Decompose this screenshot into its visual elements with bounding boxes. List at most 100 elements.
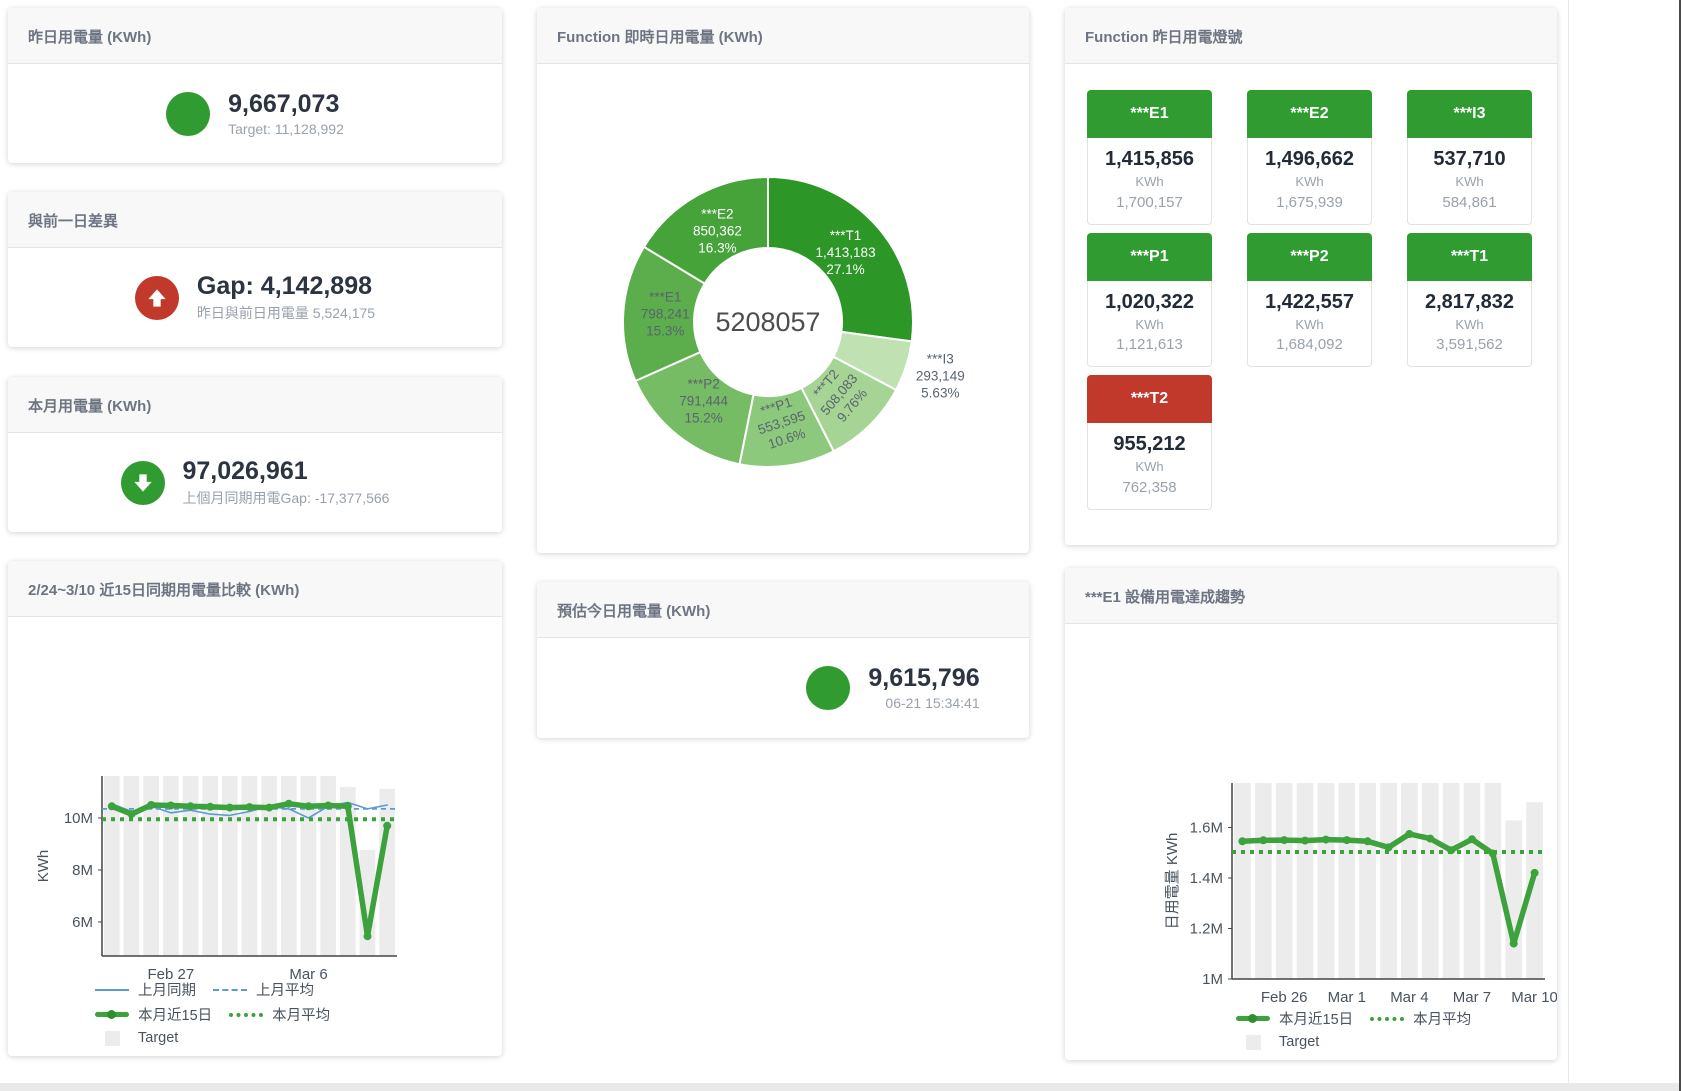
tile-unit: KWh — [1135, 316, 1164, 332]
tile-body: 955,212 KWh 762,358 — [1087, 423, 1212, 510]
tile-body: 1,020,322 KWh 1,121,613 — [1087, 280, 1212, 368]
series-point — [107, 802, 116, 811]
series-point — [324, 801, 333, 810]
compare-line-chart: 6M 8M 10M Feb 27 Mar 6 KWh — [35, 776, 397, 983]
target-bar — [104, 776, 120, 956]
e1-trend-chart: 1M 1.2M 1.4M 1.6M Feb 26 Mar 1 Mar 4 Mar 7 Mar 1… — [1164, 783, 1557, 1006]
light-tile-I3: ***I3 537,710 KWh 584,861 — [1407, 90, 1532, 225]
card-compare-chart: 2/24~3/10 近15日同期用電量比較 (KWh) 6M 8M 10M Feb 2… — [8, 561, 502, 1056]
gray-box-legend-marker-icon — [94, 1029, 130, 1047]
tile-body: 1,415,856 KWh 1,700,157 — [1087, 138, 1212, 225]
down-arrow-icon — [120, 460, 165, 505]
target-bar — [1234, 783, 1251, 979]
legend-label: 上月同期 — [138, 983, 196, 999]
solid-blue-legend-marker-icon — [94, 981, 130, 999]
target-bar — [1275, 783, 1293, 979]
series-point — [1468, 835, 1476, 844]
target-bar — [320, 776, 336, 956]
donut-slice — [642, 175, 769, 286]
card-month-usage: 本月用電量 (KWh) 97,026,961 上個月同期用電Gap: -17,3… — [8, 377, 502, 532]
card-day-gap-title: 與前一日差異 — [8, 192, 502, 248]
target-bar — [1463, 783, 1481, 979]
legend-label: Target — [138, 1030, 179, 1046]
gray-box-legend-marker-icon — [1235, 1033, 1271, 1051]
month-stat: 97,026,961 上個月同期用電Gap: -17,377,566 — [8, 433, 502, 532]
tile-body: 1,496,662 KWh 1,675,939 — [1247, 138, 1372, 225]
card-day-gap: 與前一日差異 Gap: 4,142,898 昨日與前日用電量 5,524,175 — [8, 192, 502, 347]
target-bar — [261, 776, 277, 956]
legend-item: 本月近15日 — [94, 1004, 212, 1025]
legend-item: 上月同期 — [94, 979, 196, 1000]
target-bar — [123, 776, 140, 956]
day-gap-stat: Gap: 4,142,898 昨日與前日用電量 5,524,175 — [8, 248, 502, 347]
month-value: 97,026,961 — [182, 456, 308, 485]
donut-slice-label: ***I3 293,149 5.63% — [916, 351, 965, 400]
series-point — [127, 810, 136, 819]
tile-target-value: 1,675,939 — [1276, 193, 1343, 211]
series-point — [304, 802, 313, 811]
card-lights-title: Function 昨日用電燈號 — [1065, 8, 1557, 64]
day-gap-value: Gap: 4,142,898 — [196, 271, 373, 300]
tile-body: 2,817,832 KWh 3,591,562 — [1407, 280, 1532, 368]
donut-slice-label: ***T1 1,413,183 27.1% — [816, 228, 876, 277]
tile-unit: KWh — [1295, 174, 1324, 189]
target-bar — [241, 776, 258, 956]
legend-row: 上月同期 上月平均 — [94, 979, 330, 1000]
series-point — [1447, 846, 1456, 855]
tile-target-value: 1,121,613 — [1116, 336, 1183, 354]
target-bar — [1338, 783, 1356, 979]
tile-status-header: ***P2 — [1247, 232, 1372, 281]
target-bar — [1359, 783, 1376, 979]
tile-target-value: 1,684,092 — [1276, 336, 1343, 354]
series-point — [343, 802, 352, 811]
estimate-stat: 9,615,796 06-21 15:34:41 — [647, 638, 1139, 737]
tile-target-value: 584,861 — [1442, 193, 1497, 211]
tile-status-header: ***P1 — [1087, 232, 1212, 281]
tile-body: 537,710 KWh 584,861 — [1407, 138, 1532, 225]
y-axis-label: KWh — [35, 850, 52, 883]
x-tick-label: Feb 27 — [147, 966, 194, 983]
y-tick-label: 10M — [64, 810, 93, 827]
light-tile-T2: ***T2 955,212 KWh 762,358 — [1087, 375, 1212, 510]
card-month-title: 本月用電量 (KWh) — [8, 377, 502, 433]
compare-chart-legend: 上月同期 上月平均 本月近15日 本月平均 Target — [94, 979, 330, 1051]
target-bar — [1505, 820, 1523, 979]
series-point — [245, 803, 254, 812]
yesterday-value: 9,667,073 — [228, 89, 340, 118]
donut-slice-label: ***E1 798,241 15.3% — [641, 289, 690, 338]
series-point — [284, 799, 293, 808]
legend-row: 本月近15日 本月平均 — [1235, 1008, 1471, 1029]
series-point — [186, 802, 195, 811]
series-point — [265, 803, 274, 812]
card-realtime-donut: Function 即時日用電量 (KWh) ***T1 1,413,183 27.1… — [537, 8, 1029, 553]
card-yesterday-usage: 昨日用電量 (KWh) 9,667,073 Target: 11,128,992 — [8, 8, 502, 163]
scrollbar-track-line[interactable] — [1568, 0, 1569, 1091]
card-yesterday-title: 昨日用電量 (KWh) — [8, 8, 502, 64]
legend-label: 本月平均 — [1413, 1012, 1472, 1028]
target-bar — [1401, 783, 1418, 979]
card-status-lights: Function 昨日用電燈號 ***E1 1,415,856 KWh 1,700,1… — [1065, 8, 1557, 545]
tile-body: 1,422,557 KWh 1,684,092 — [1247, 280, 1372, 368]
series-point — [1363, 837, 1372, 846]
light-tile-P2: ***P2 1,422,557 KWh 1,684,092 — [1247, 232, 1372, 368]
target-bar — [1526, 802, 1543, 979]
legend-row: Target — [94, 1029, 330, 1047]
series-point — [1280, 836, 1289, 845]
dot-green-legend-marker-icon — [228, 1006, 264, 1024]
y-tick-label: 8M — [72, 862, 93, 879]
estimate-value: 9,615,796 — [868, 663, 980, 692]
x-tick-label: Mar 10 — [1511, 989, 1557, 1006]
card-estimate-title: 預估今日用電量 (KWh) — [537, 582, 1029, 638]
tile-value: 537,710 — [1433, 148, 1506, 170]
series-point — [1530, 868, 1539, 877]
x-tick-label: Mar 6 — [289, 966, 327, 983]
tile-unit: KWh — [1455, 316, 1484, 332]
series-point — [1238, 837, 1247, 846]
x-tick-label: Mar 4 — [1390, 989, 1428, 1006]
y-tick-label: 1.2M — [1190, 920, 1223, 937]
series-point — [383, 821, 392, 830]
